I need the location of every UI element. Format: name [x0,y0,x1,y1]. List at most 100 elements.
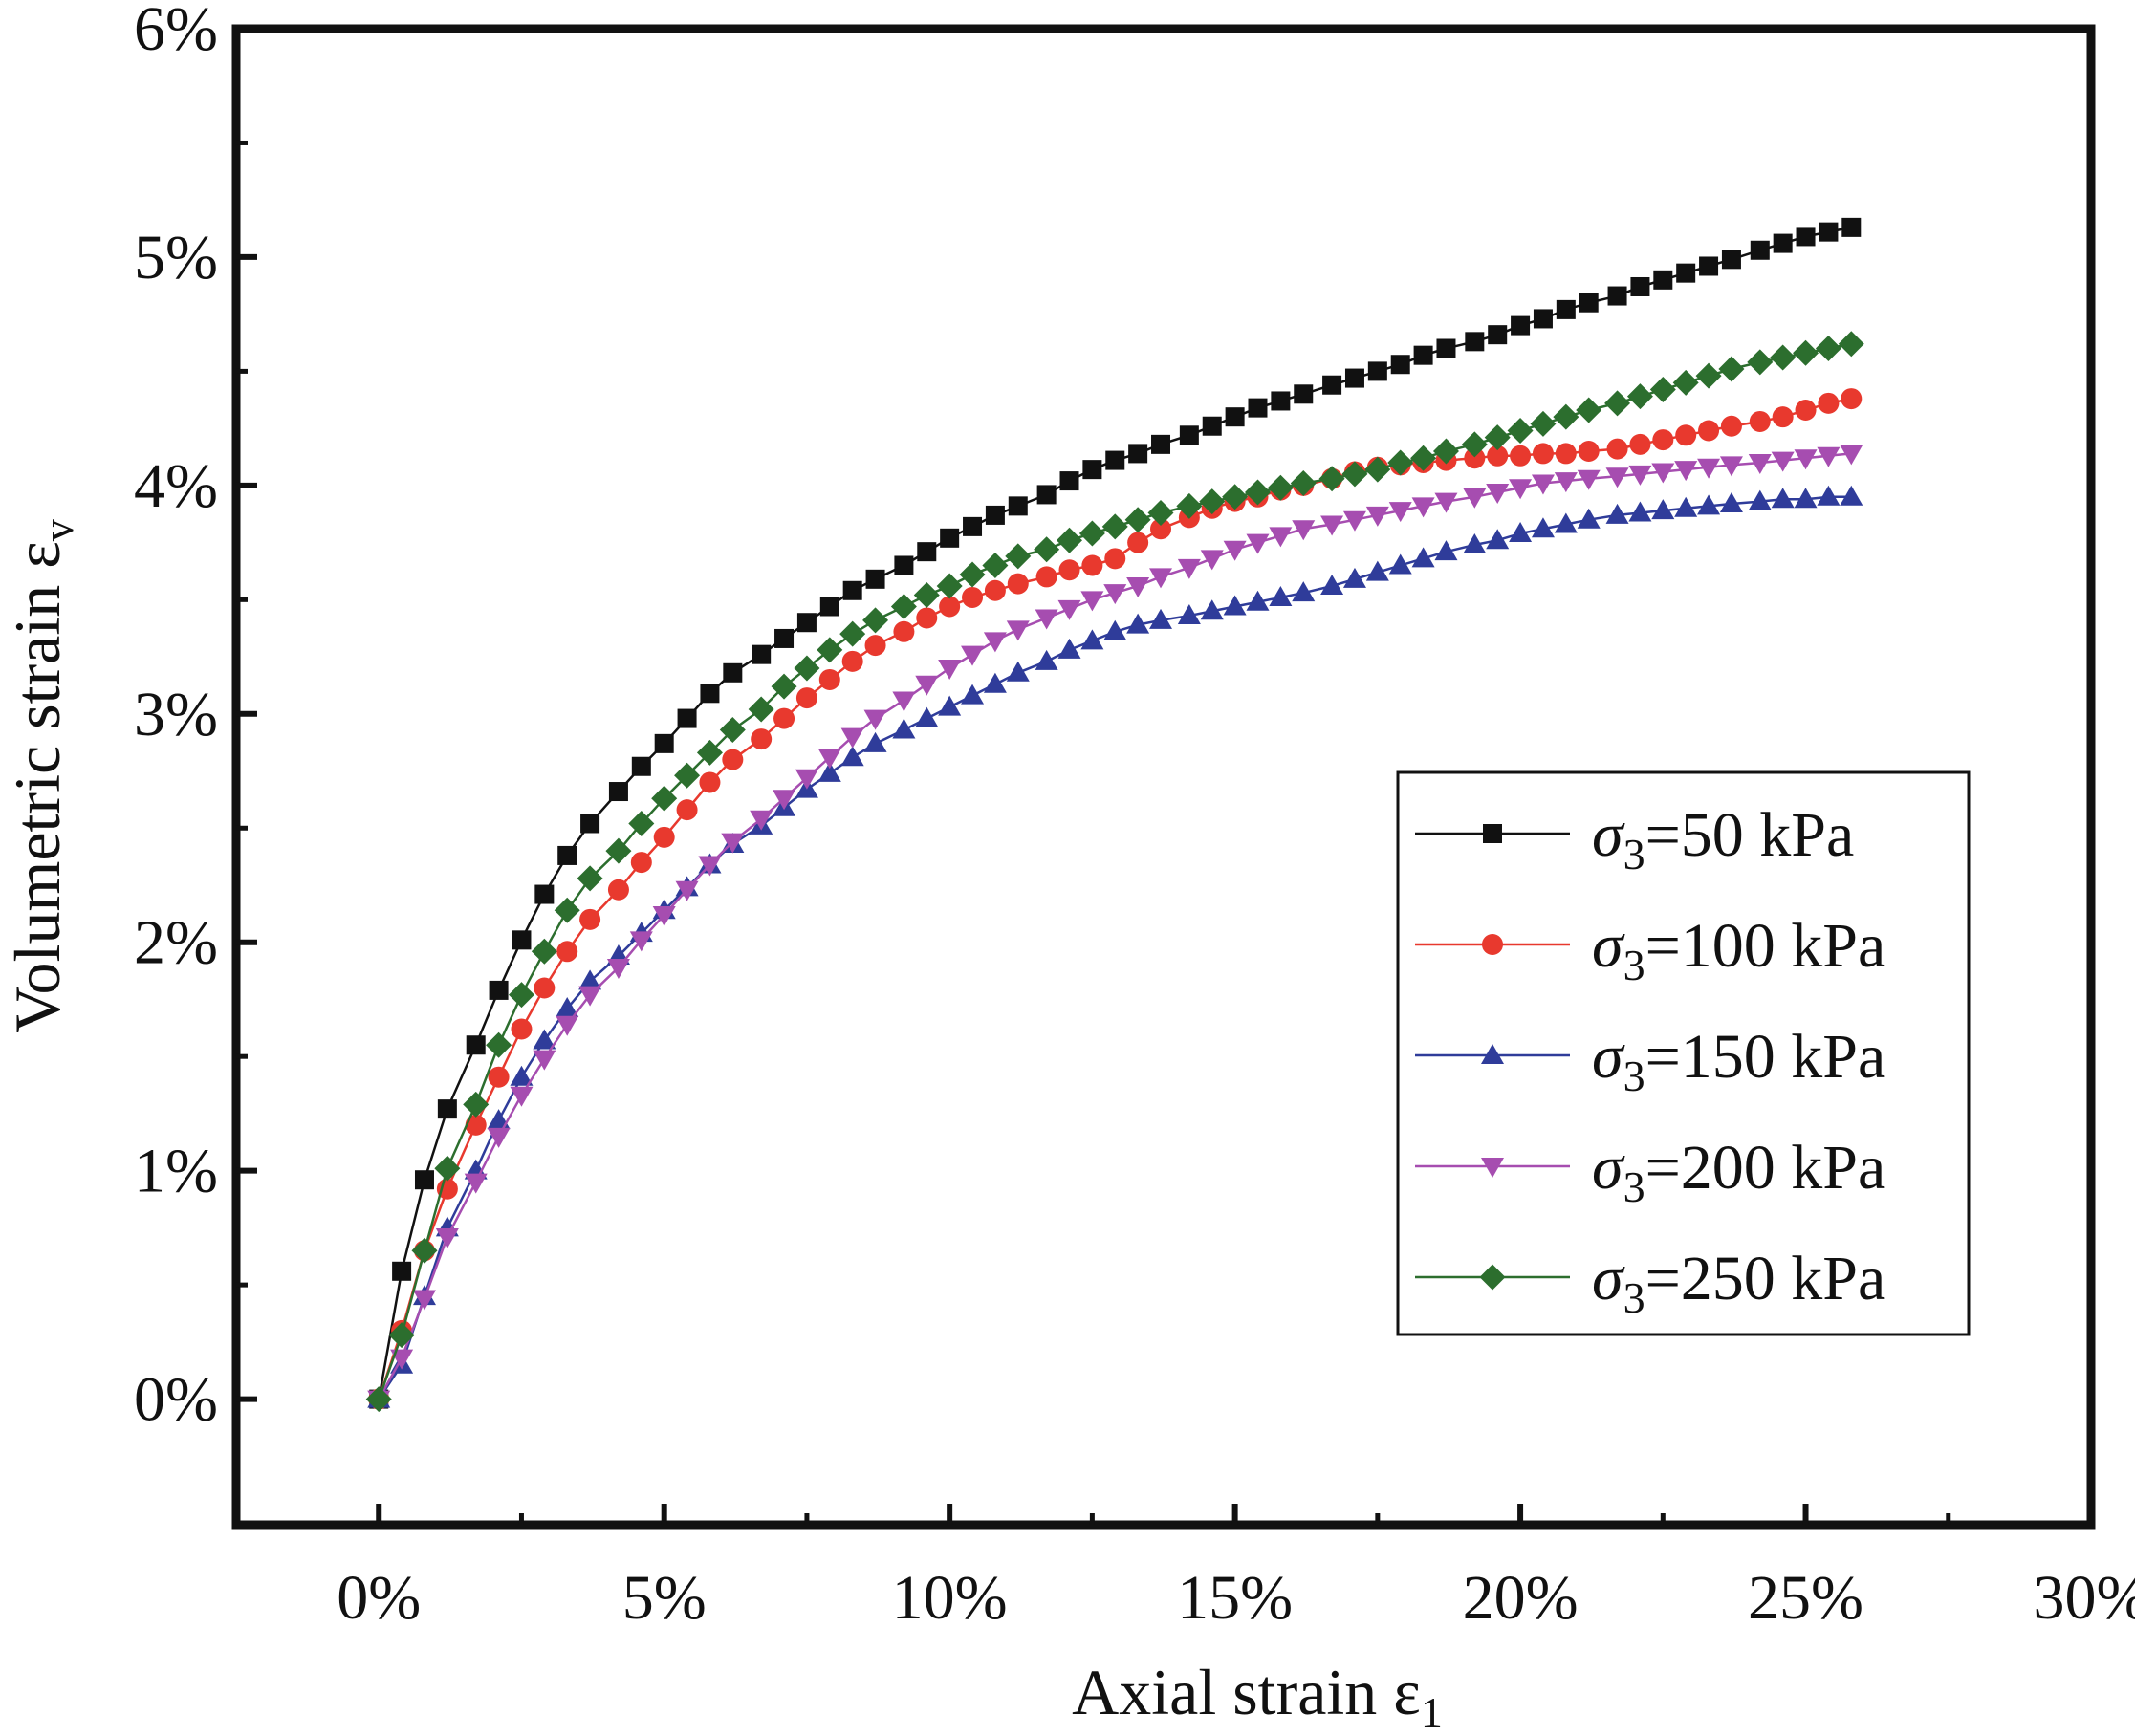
data-point-square [985,505,1005,525]
data-point-circle [1818,392,1840,414]
data-point-circle [864,635,886,657]
data-point-triangle-down [1035,609,1058,630]
data-point-circle [962,586,984,608]
data-point-triangle-down [1269,527,1293,548]
data-point-diamond [674,762,701,789]
data-point-square [392,1261,412,1281]
data-point-triangle-down [1554,472,1578,493]
data-point-diamond [839,620,866,647]
data-point-square [631,756,651,776]
legend-text: =100 kPa [1645,911,1886,981]
y-axis-label: Volumetric strain εv [1,519,82,1033]
data-point-circle [773,707,795,729]
data-point-triangle-down [578,986,602,1007]
y-tick-label: 2% [134,908,218,978]
data-point-triangle-up [1057,638,1081,659]
data-point-diamond [486,1031,512,1058]
data-point-diamond [1057,527,1083,553]
data-point-square [842,580,862,600]
data-point-square [1653,270,1673,290]
x-tick-label: 5% [622,1563,707,1633]
data-point-diamond [696,739,723,766]
data-point-diamond [1838,331,1864,358]
data-point-circle [653,826,675,848]
data-point-triangle-down [1651,463,1675,484]
data-point-triangle-up [1149,608,1173,629]
data-point-square [1841,217,1862,237]
data-point-triangle-down [1320,515,1344,536]
data-point-diamond [365,1386,392,1413]
data-point-triangle-down [1057,599,1081,620]
data-point-triangle-up [1126,613,1150,634]
data-point-triangle-up [1697,494,1721,515]
data-point-circle [1532,443,1554,465]
data-point-square [1699,256,1719,276]
data-point-diamond [817,637,843,663]
data-point-triangle-up [1531,517,1555,538]
legend-symbol: σ [1592,1133,1625,1203]
data-point-triangle-down [510,1086,534,1107]
data-point-triangle-down [1246,533,1270,554]
data-point-triangle-down [675,880,699,901]
data-point-triangle-up [817,761,841,782]
data-point-circle [1487,445,1509,467]
data-point-circle [1578,441,1600,463]
data-point-triangle-up [892,718,916,739]
data-point-square [1367,361,1387,381]
data-point-diamond [1484,424,1511,451]
data-point-square [608,782,628,802]
data-point-triangle-down [1103,584,1127,605]
data-point-diamond [605,837,632,864]
data-point-square [1082,460,1102,480]
data-point-square [1676,263,1696,283]
data-point-circle [556,941,578,963]
data-point-triangle-up [1246,590,1270,611]
data-point-triangle-up [1411,547,1435,568]
data-point-triangle-up [1223,595,1247,616]
legend-label: σ3=100 kPa [1592,911,1885,989]
legend-symbol: σ [1592,1022,1625,1092]
data-point-triangle-up [556,997,579,1018]
data-point-diamond [862,607,889,634]
y-tick-label: 4% [134,451,218,521]
data-point-diamond [1479,1264,1506,1291]
data-point-square [1271,391,1291,411]
data-point-triangle-up [1388,553,1412,575]
data-point-diamond [1815,336,1841,362]
data-point-triangle-down [1434,492,1458,513]
legend-label: σ3=150 kPa [1592,1022,1885,1100]
data-point-triangle-down [892,691,916,712]
data-point-diamond [1461,431,1488,458]
data-point-circle [939,596,961,618]
data-point-triangle-up [1748,489,1772,510]
data-point-triangle-down [915,675,939,696]
data-point-triangle-up [915,706,939,727]
data-point-circle [916,607,938,629]
data-point-triangle-up [1794,488,1818,509]
data-point-triangle-down [1481,1158,1504,1178]
data-point-circle [1482,934,1503,955]
data-point-diamond [913,582,940,609]
legend-symbol: σ [1592,1244,1625,1313]
legend-text: =200 kPa [1645,1133,1886,1203]
data-point-square [917,542,937,562]
data-point-circle [1652,429,1674,451]
data-point-diamond [1410,445,1437,471]
data-point-triangle-up [1486,529,1510,550]
data-point-circle [818,668,840,690]
data-point-triangle-down [938,660,962,681]
data-point-diamond [1507,418,1534,445]
data-point-diamond [1747,349,1774,376]
data-point-diamond [388,1322,415,1349]
data-point-circle [1795,400,1817,422]
x-axis-label-subscript: 1 [1421,1688,1443,1736]
data-point-triangle-down [1794,449,1818,470]
data-point-triangle-down [817,749,841,770]
data-point-triangle-up [1342,567,1366,588]
data-point-square [1819,222,1839,242]
data-point-triangle-down [435,1227,459,1248]
data-point-diamond [1005,543,1032,570]
data-point-square [1721,250,1741,270]
data-point-square [752,644,772,664]
data-point-square [1059,471,1079,491]
